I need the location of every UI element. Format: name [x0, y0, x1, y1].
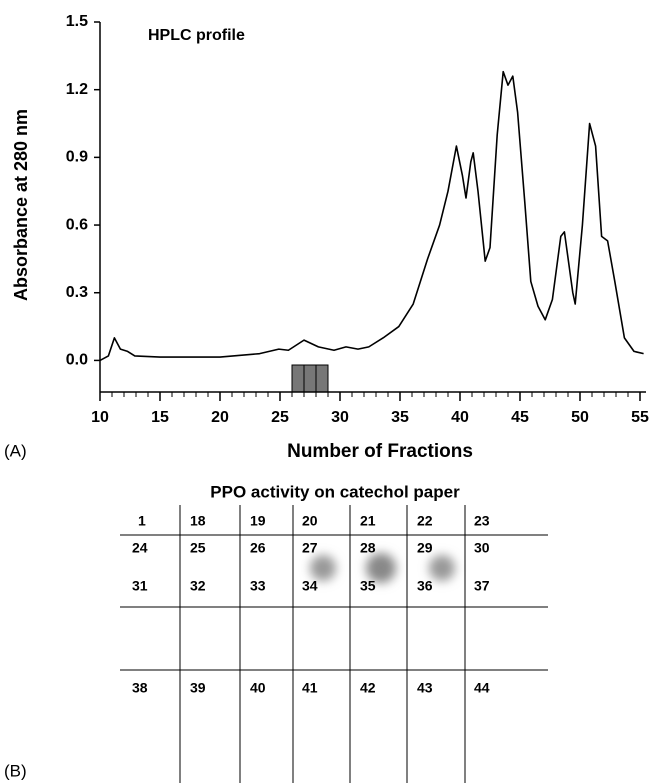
cell-number: 28	[360, 540, 376, 556]
cell-number: 18	[190, 513, 206, 529]
x-tick-label: 45	[511, 409, 529, 426]
cell-number: 37	[474, 578, 490, 594]
shaded-fraction	[291, 364, 305, 393]
x-tick-label: 25	[271, 409, 289, 426]
cell-number: 38	[132, 680, 148, 696]
cell-number: 24	[132, 540, 148, 556]
cell-number: 32	[190, 578, 206, 594]
cell-number: 30	[474, 540, 490, 556]
x-tick-label: 40	[451, 409, 469, 426]
x-tick-label: 30	[331, 409, 349, 426]
panel-label: (B)	[4, 761, 27, 780]
x-tick-label: 55	[631, 409, 649, 426]
cell-number: 26	[250, 540, 266, 556]
y-tick-label: 0.9	[66, 149, 88, 166]
x-axis-label: Number of Fractions	[287, 441, 473, 462]
line-series	[99, 70, 644, 362]
y-tick-label: 0.3	[66, 284, 88, 301]
y-tick-label: 0.6	[66, 216, 88, 233]
cell-number: 44	[474, 680, 490, 696]
cell-number: 25	[190, 540, 206, 556]
cell-number: 42	[360, 680, 376, 696]
shaded-fraction	[303, 364, 317, 393]
y-tick-label: 1.2	[66, 81, 88, 98]
cell-number: 41	[302, 680, 318, 696]
y-tick-label: 0.0	[66, 352, 88, 369]
cell-number: 23	[474, 513, 490, 529]
cell-number: 40	[250, 680, 266, 696]
x-tick-label: 15	[151, 409, 169, 426]
activity-spots	[310, 553, 455, 583]
cell-number: 33	[250, 578, 266, 594]
spot	[310, 555, 336, 581]
panel-title: PPO activity on catechol paper	[210, 482, 460, 501]
spot	[429, 555, 455, 581]
cell-number: 36	[417, 578, 433, 594]
cell-number: 22	[417, 513, 433, 529]
chart-title: HPLC profile	[148, 27, 245, 44]
x-tick-label: 10	[91, 409, 109, 426]
x-tick-label: 50	[571, 409, 589, 426]
panel-label: (A)	[4, 441, 27, 460]
cell-number: 20	[302, 513, 318, 529]
cell-number: 27	[302, 540, 318, 556]
x-tick-label: 35	[391, 409, 409, 426]
shaded-fraction	[315, 364, 329, 393]
y-axis-label: Absorbance at 280 nm	[11, 109, 31, 301]
cell-number: 31	[132, 578, 148, 594]
cell-number: 29	[417, 540, 433, 556]
cell-number: 21	[360, 513, 376, 529]
cell-number: 35	[360, 578, 376, 594]
cell-number: 39	[190, 680, 206, 696]
paper-grid	[120, 505, 548, 783]
cell-number: 1	[138, 513, 146, 529]
spot	[366, 553, 396, 583]
cell-number: 19	[250, 513, 266, 529]
cell-number: 34	[302, 578, 318, 594]
x-tick-label: 20	[211, 409, 229, 426]
cell-number: 43	[417, 680, 433, 696]
y-tick-label: 1.5	[66, 13, 88, 30]
